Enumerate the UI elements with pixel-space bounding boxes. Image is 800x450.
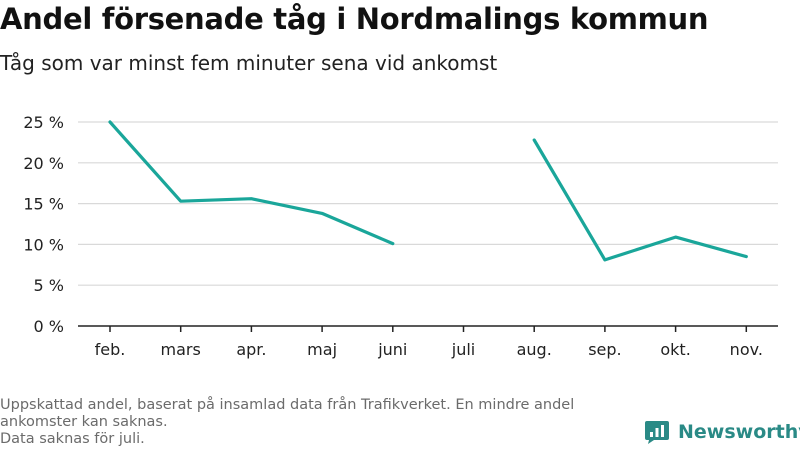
x-tick-label: maj (307, 340, 337, 359)
x-axis: feb. mars apr. maj juni juli aug. sep. okt. nov. (78, 325, 778, 359)
chart-title: Andel försenade tåg i Nordmalings kommun (0, 2, 709, 36)
series-line (108, 120, 395, 246)
x-tick-label: feb. (95, 340, 126, 359)
series-lines (108, 120, 748, 262)
y-tick-label: 15 % (23, 195, 64, 214)
y-tick-label: 5 % (34, 276, 64, 295)
footnote-line: Data saknas för juli. (0, 431, 145, 447)
series-line (532, 138, 748, 262)
newsworthy-logo-icon (645, 421, 669, 444)
line-chart: 0 % 5 % 10 % 15 % 20 % 25 % feb. mars apr. maj ju… (23, 113, 778, 359)
y-axis-ticks: 0 % 5 % 10 % 15 % 20 % 25 % (23, 113, 64, 336)
y-tick-label: 0 % (34, 317, 64, 336)
footnote: Uppskattad andel, baserat på insamlad da… (0, 397, 640, 448)
y-tick-label: 25 % (23, 113, 64, 132)
footnote-line: ankomster kan saknas. (0, 414, 168, 430)
x-tick-label: juli (451, 340, 475, 359)
x-tick-label: nov. (730, 340, 763, 359)
brand-logo: Newsworthy (644, 419, 800, 445)
footnote-line: Uppskattad andel, baserat på insamlad da… (0, 397, 575, 413)
x-tick-label: apr. (236, 340, 266, 359)
x-tick-label: juni (377, 340, 407, 359)
grid-lines (78, 121, 778, 286)
chart-subtitle: Tåg som var minst fem minuter sena vid a… (0, 51, 498, 75)
x-tick-label: okt. (660, 340, 690, 359)
y-tick-label: 20 % (23, 154, 64, 173)
y-tick-label: 10 % (23, 235, 64, 254)
brand-name: Newsworthy (678, 421, 800, 443)
x-tick-label: mars (161, 340, 201, 359)
x-tick-label: aug. (517, 340, 552, 359)
x-tick-label: sep. (588, 340, 621, 359)
